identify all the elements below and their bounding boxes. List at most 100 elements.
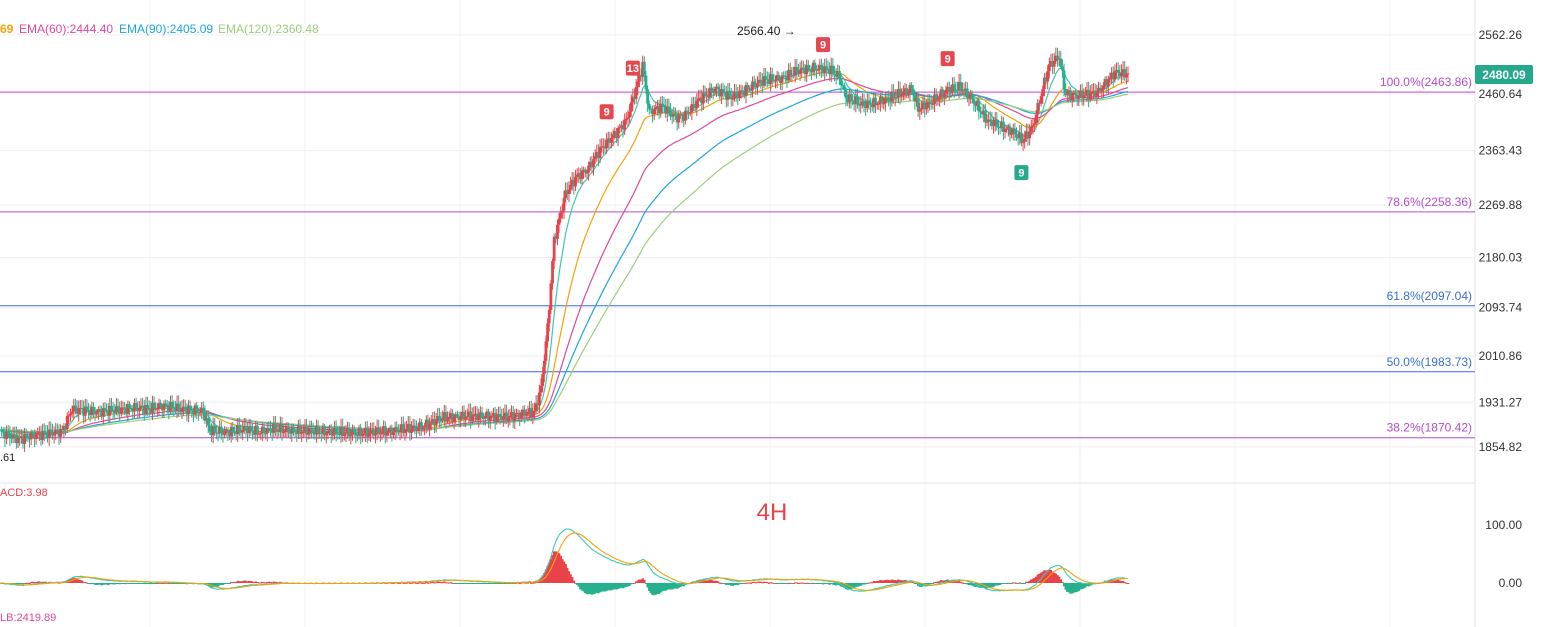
fib-label: 61.8%(2097.04) xyxy=(1387,289,1472,303)
candle-body xyxy=(465,416,469,418)
macd-bar xyxy=(1044,570,1048,583)
candle-body xyxy=(615,131,618,138)
candle-body xyxy=(113,411,117,413)
candle-body xyxy=(777,75,781,80)
macd-bar xyxy=(98,583,102,585)
candle-body xyxy=(810,69,813,73)
candle-body xyxy=(393,427,397,433)
candle-body xyxy=(16,437,20,444)
macd-bar xyxy=(723,583,726,584)
macd-bar xyxy=(826,583,830,585)
candle-body xyxy=(928,102,932,104)
macd-bar xyxy=(926,583,930,585)
candle-body xyxy=(636,81,640,88)
macd-bar xyxy=(705,579,708,583)
macd-bar xyxy=(439,582,443,584)
candle-body xyxy=(1113,71,1117,80)
macd-bar xyxy=(1026,581,1030,583)
candle-body xyxy=(667,106,671,111)
candle-body xyxy=(485,411,489,417)
candle-body xyxy=(710,87,713,91)
candle-body xyxy=(136,407,140,412)
macd-bar xyxy=(616,583,620,589)
macd-bar xyxy=(885,579,889,583)
candle-body xyxy=(55,429,59,431)
candle-body xyxy=(513,414,517,422)
macd-bar xyxy=(844,583,848,589)
macd-bar xyxy=(730,583,733,586)
candle-body xyxy=(1010,132,1013,135)
candle-body xyxy=(1123,69,1127,78)
candle-body xyxy=(779,79,782,83)
candle-body xyxy=(172,407,176,409)
candle-body xyxy=(565,190,569,195)
macd-bar xyxy=(743,583,746,584)
candle-body xyxy=(693,104,697,109)
candle-body xyxy=(1064,89,1068,95)
candle-body xyxy=(218,426,222,434)
candle-body xyxy=(1079,90,1082,96)
candle-body xyxy=(11,434,15,439)
candle-body xyxy=(1121,69,1125,73)
macd-bar xyxy=(600,583,603,592)
candle-body xyxy=(247,426,251,434)
candle-body xyxy=(1041,89,1045,97)
candle-body xyxy=(180,408,184,413)
candle-body xyxy=(547,309,551,324)
candle-body xyxy=(388,427,392,431)
candle-body xyxy=(326,430,330,434)
candle-body xyxy=(278,424,282,433)
macd-bar xyxy=(451,583,454,584)
macd-bar xyxy=(449,582,453,584)
candle-body xyxy=(551,260,554,284)
macd-bar xyxy=(1121,581,1125,583)
candle-body xyxy=(377,427,381,434)
candle-body xyxy=(231,426,235,433)
macd-bar xyxy=(170,583,174,584)
macd-bar xyxy=(956,581,959,583)
price-axis[interactable]: 2562.26 2460.64 2363.43 2269.88 2180.03 2093.… xyxy=(1479,28,1523,590)
macd-bar xyxy=(990,583,994,588)
price-tick-label: 2562.26 xyxy=(1479,28,1523,42)
macd-bar xyxy=(1077,583,1081,591)
macd-bar xyxy=(828,583,831,585)
candle-body xyxy=(329,429,333,435)
candle-body xyxy=(467,411,471,417)
candle-body xyxy=(178,409,182,413)
candle-body xyxy=(598,147,602,159)
candle-body xyxy=(236,425,240,435)
macd-bar xyxy=(861,583,864,585)
macd-bar xyxy=(434,582,438,584)
candle-body xyxy=(1011,128,1015,133)
macd-bar xyxy=(221,583,225,585)
candle-body xyxy=(511,412,515,422)
candle-body xyxy=(215,432,218,434)
candle-body xyxy=(424,419,428,427)
macd-bar xyxy=(21,583,25,585)
candle-body xyxy=(692,104,695,106)
macd-bar xyxy=(820,583,823,584)
macd-bar xyxy=(1028,580,1031,583)
candle-body xyxy=(205,418,208,421)
macd-bar xyxy=(593,583,597,594)
macd-bar xyxy=(84,582,87,584)
macd-bar xyxy=(251,581,254,583)
macd-bar xyxy=(498,583,502,584)
candle-body xyxy=(798,69,802,74)
candle-body xyxy=(578,173,582,180)
candle-body xyxy=(744,84,748,96)
candle-body xyxy=(488,416,492,422)
candle-body xyxy=(1052,61,1056,67)
candle-body xyxy=(546,323,550,342)
candle-body xyxy=(893,97,897,99)
macd-bar xyxy=(836,583,840,585)
macd-bar xyxy=(892,579,895,583)
candle-body xyxy=(592,159,595,168)
macd-bar xyxy=(1036,574,1040,583)
macd-bar xyxy=(29,582,33,584)
candle-body xyxy=(851,100,854,102)
candle-body xyxy=(421,427,425,430)
candle-body xyxy=(224,429,228,431)
candle-body xyxy=(47,429,51,439)
